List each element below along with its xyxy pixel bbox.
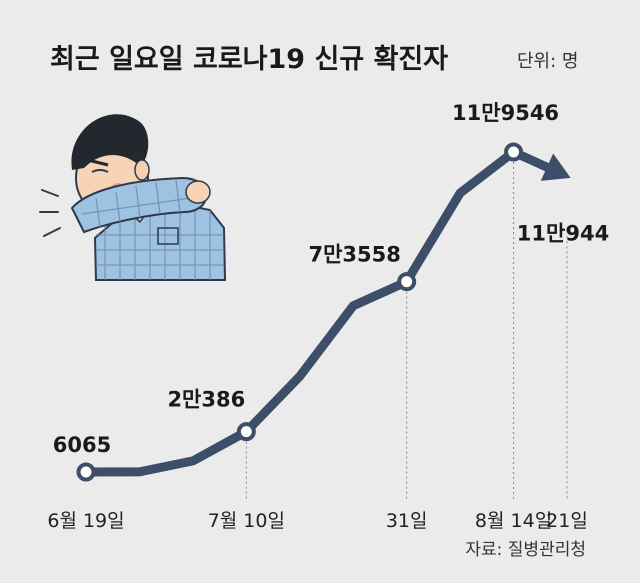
series-line [81,147,519,477]
series-arrowhead [540,153,571,181]
x-tick-label: 31일 [386,510,428,532]
unit-label: 단위: 명 [517,51,578,72]
source-note: 자료: 질병관리청 [465,540,586,560]
person-coughing-into-elbow-icon [39,114,227,281]
x-tick-label: 21일 [546,510,588,532]
x-tick-label: 8월 14일 [475,510,552,532]
x-tick-label: 6월 19일 [47,510,124,532]
guide-lines [245,162,568,500]
x-tick-label: 7월 10일 [208,510,285,532]
data-value-label: 11만9546 [452,101,559,125]
marker-group [76,142,524,482]
data-value-label: 2만386 [167,388,245,412]
value-label-group: 6065 2만386 7만3558 11만9546 11만944 [53,101,609,457]
data-point-marker [236,422,256,442]
data-point-marker [504,142,524,162]
chart-title: 최근 일요일 코로나19 신규 확진자 [50,44,448,75]
data-value-label: 6065 [53,433,111,457]
data-value-label: 11만944 [517,221,609,245]
data-point-marker [76,462,96,482]
data-point-marker [397,272,417,292]
data-value-label: 7만3558 [308,243,400,267]
